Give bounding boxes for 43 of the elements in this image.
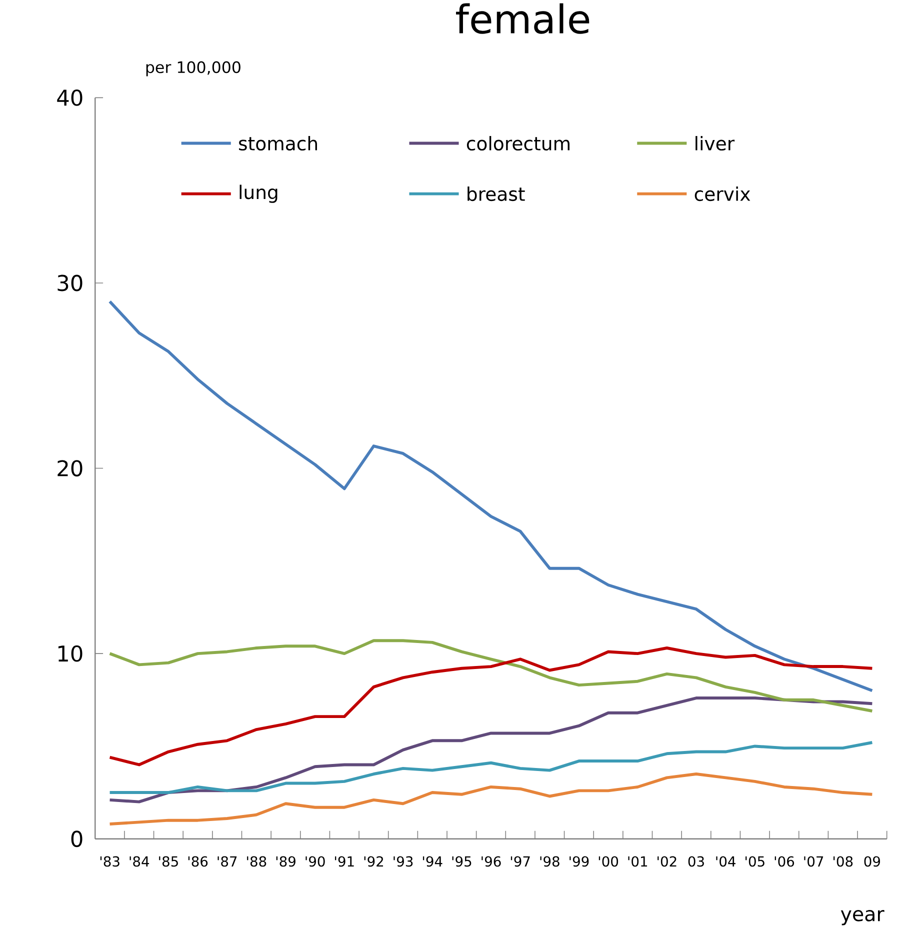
x-tick-label: '08 (834, 856, 853, 867)
x-tick-label: '86 (188, 856, 208, 867)
legend-label: lung (240, 184, 278, 203)
x-tick-label: '85 (159, 856, 178, 867)
x-tick-label: '00 (599, 856, 618, 867)
x-tick-label: '84 (130, 856, 150, 867)
x-tick-label: '90 (306, 856, 325, 867)
x-tick-label: '05 (746, 856, 765, 867)
y-tick-label: 0 (71, 830, 82, 848)
x-tick-label: '01 (628, 856, 648, 867)
y-tick-label: 10 (58, 645, 82, 662)
x-tick-label: '04 (716, 856, 736, 867)
x-tick-label: '83 (100, 856, 120, 867)
x-tick-label: '92 (364, 856, 384, 867)
x-tick-label: '94 (423, 856, 442, 867)
x-tick-label: '02 (658, 856, 676, 867)
x-tick-label: '97 (511, 856, 530, 867)
x-tick-label: '91 (335, 856, 354, 867)
y-tick-label: 30 (58, 274, 82, 292)
x-tick-label: '89 (276, 856, 296, 867)
y-axis-title: per 100,000 (146, 61, 241, 76)
x-tick-label: '95 (452, 856, 472, 867)
x-tick-label: '06 (775, 856, 794, 867)
x-tick-label: '87 (218, 856, 237, 867)
x-axis-title: year (841, 910, 884, 926)
legend-label: stomach (239, 136, 318, 151)
x-tick-label: 09 (864, 856, 880, 867)
x-tick-label: '93 (394, 856, 413, 867)
x-tick-label: '88 (247, 856, 266, 867)
y-tick-label: 40 (57, 89, 82, 106)
chart-title: female (456, 3, 590, 34)
line-series (108, 646, 874, 766)
y-tick-label: 20 (58, 460, 82, 476)
legend-label: colorectum (467, 136, 570, 151)
legend-label: liver (696, 136, 735, 151)
x-tick-label: '07 (804, 856, 824, 867)
x-tick-label: '99 (570, 856, 589, 867)
x-tick-label: '98 (540, 856, 560, 867)
legend-label: breast (468, 186, 525, 202)
line-series (108, 772, 874, 826)
legend-label: cervix (695, 186, 750, 202)
x-tick-label: '96 (482, 856, 501, 867)
x-tick-label: 03 (688, 856, 704, 867)
